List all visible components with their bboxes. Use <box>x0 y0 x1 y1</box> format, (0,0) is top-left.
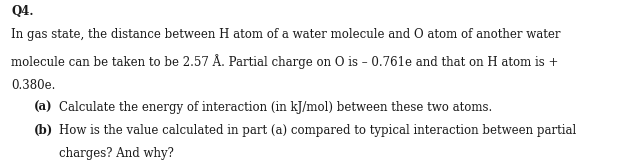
Text: (b): (b) <box>34 124 54 137</box>
Text: How is the value calculated in part (a) compared to typical interaction between : How is the value calculated in part (a) … <box>59 124 576 137</box>
Text: (a): (a) <box>34 101 53 114</box>
Text: In gas state, the distance between H atom of a water molecule and O atom of anot: In gas state, the distance between H ato… <box>11 28 561 41</box>
Text: Q4.: Q4. <box>11 5 34 18</box>
Text: molecule can be taken to be 2.57 Å. Partial charge on O is – 0.761e and that on : molecule can be taken to be 2.57 Å. Part… <box>11 54 558 69</box>
Text: 0.380e.: 0.380e. <box>11 79 56 92</box>
Text: charges? And why?: charges? And why? <box>59 147 173 160</box>
Text: Calculate the energy of interaction (in kJ/mol) between these two atoms.: Calculate the energy of interaction (in … <box>59 101 492 114</box>
